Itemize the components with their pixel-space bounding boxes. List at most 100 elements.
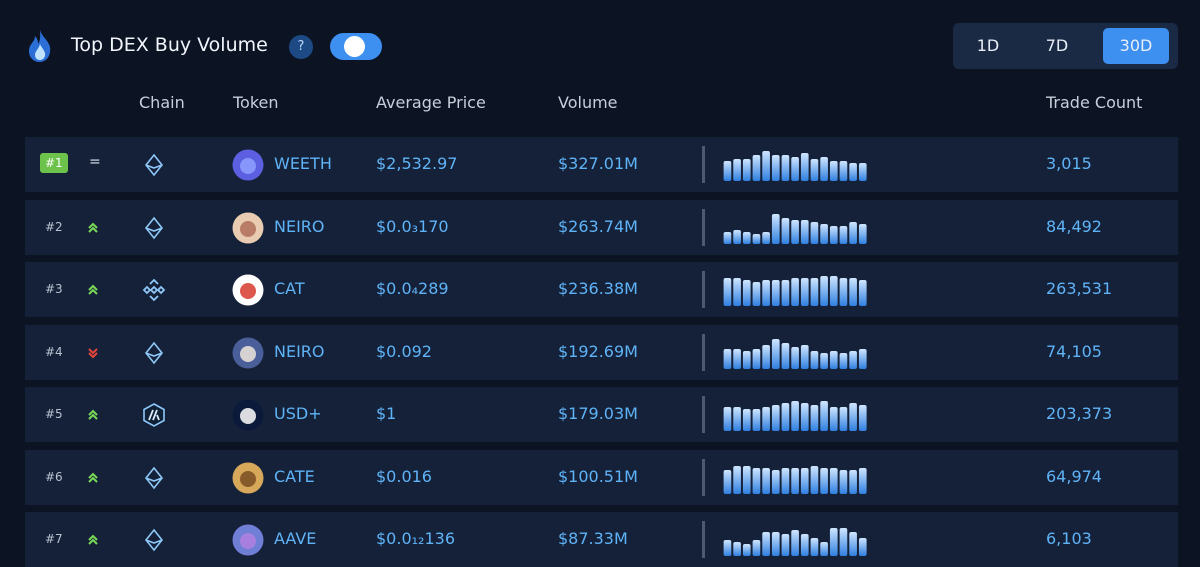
spark-bar <box>771 213 780 244</box>
volume: $179.03M <box>558 404 638 423</box>
average-price: $0.0₃170 <box>376 216 449 236</box>
spark-bar <box>733 229 741 244</box>
spark-bar <box>810 221 819 244</box>
spark-bar <box>858 405 867 431</box>
spark-bar <box>733 407 741 431</box>
volume: $87.33M <box>558 529 628 548</box>
spark-bar <box>839 407 848 431</box>
column-header: Token <box>233 93 279 112</box>
spark-bar <box>829 161 838 181</box>
spark-bar <box>839 225 848 244</box>
sparkline <box>723 151 867 181</box>
spark-bar <box>723 161 732 181</box>
title: Top DEX Buy Volume <box>71 34 268 56</box>
spark-bar <box>781 155 790 181</box>
spark-bar <box>800 278 809 306</box>
token-fg <box>240 533 256 549</box>
spark-bar <box>820 352 828 369</box>
spark-bar <box>810 350 819 369</box>
chain-icon <box>145 216 163 239</box>
spark-bar <box>858 280 867 306</box>
token-fg <box>240 345 256 362</box>
spark-bar <box>771 280 780 306</box>
token-name: NEIRO <box>274 216 325 236</box>
token-icon <box>232 399 264 431</box>
spark-bar <box>849 403 857 431</box>
token-fg <box>240 408 256 424</box>
average-price: $0.092 <box>376 341 432 361</box>
trend-glyph <box>89 411 97 419</box>
spark-bar <box>742 159 751 181</box>
period-button[interactable]: 1D <box>976 36 1000 55</box>
token-name: WEETH <box>274 154 332 173</box>
period-button-active[interactable]: 30D <box>1103 28 1169 64</box>
sparkline <box>723 528 867 556</box>
token-name: AAVE <box>274 529 317 548</box>
spark-bar <box>752 467 761 494</box>
spark-bar <box>742 465 751 494</box>
spark-bar <box>800 344 809 369</box>
divider <box>702 333 705 371</box>
token-name: NEIRO <box>274 341 325 361</box>
average-price: $0.0₁₂136 <box>376 529 455 548</box>
spark-bar <box>781 280 790 306</box>
spark-bar <box>771 469 780 494</box>
table-row[interactable]: #6 CATE $0.016 $100.51M 64,974 <box>25 449 1178 505</box>
trade-count: 74,105 <box>1046 341 1102 361</box>
table-row[interactable]: #3 CAT $0.0₄289 $236.38M 263,531 <box>25 262 1178 317</box>
divider <box>702 146 705 183</box>
spark-bar <box>762 231 770 244</box>
table-row[interactable]: #4 NEIRO $0.092 $192.69M 74,105 <box>25 324 1178 380</box>
table-row[interactable]: #5 USD+ $1 $179.03M 203,373 <box>25 387 1178 442</box>
spark-bar <box>752 233 761 244</box>
spark-bar <box>752 409 761 431</box>
spark-bar <box>810 405 819 431</box>
spark-bar <box>771 532 780 556</box>
token-icon <box>232 524 264 556</box>
token-fg <box>240 220 256 237</box>
spark-bar <box>820 542 828 556</box>
trade-count: 64,974 <box>1046 466 1102 486</box>
spark-bar <box>762 344 770 369</box>
spark-bar <box>800 153 809 181</box>
volume: $327.01M <box>558 154 638 173</box>
spark-bar <box>849 221 857 244</box>
toggle[interactable] <box>330 33 382 60</box>
spark-bar <box>820 401 828 431</box>
table-row[interactable]: #7 AAVE $0.0₁₂136 $87.33M 6,103 <box>25 512 1178 567</box>
spark-bar <box>752 155 761 181</box>
spark-bar <box>781 534 790 556</box>
help-button[interactable]: ? <box>289 35 313 59</box>
spark-bar <box>733 159 741 181</box>
volume: $192.69M <box>558 341 638 361</box>
trend-glyph <box>89 474 97 482</box>
divider <box>702 396 705 433</box>
trade-count: 6,103 <box>1046 529 1092 548</box>
spark-bar <box>829 350 838 369</box>
table-row[interactable]: #2 NEIRO $0.0₃170 $263.74M 84,492 <box>25 199 1178 255</box>
spark-bar <box>849 278 857 306</box>
spark-bar <box>800 219 809 244</box>
spark-bar <box>733 278 741 306</box>
spark-bar <box>829 276 838 306</box>
spark-bar <box>810 159 819 181</box>
period-button[interactable]: 7D <box>1045 36 1069 55</box>
token-icon <box>232 212 264 243</box>
token-name: USD+ <box>274 404 322 423</box>
spark-bar <box>791 346 799 369</box>
spark-bar <box>762 151 770 181</box>
spark-bar <box>781 217 790 244</box>
spark-bar <box>742 409 751 431</box>
average-price: $0.016 <box>376 466 432 486</box>
trend-glyph <box>89 536 97 544</box>
spark-bar <box>839 528 848 556</box>
spark-bar <box>858 538 867 556</box>
table-row[interactable]: #1 = WEETH $2,532.97 $327.01M 3,015 <box>25 137 1178 192</box>
spark-bar <box>723 278 732 306</box>
spark-bar <box>752 540 761 556</box>
divider <box>702 521 705 558</box>
trend-glyph <box>89 286 97 294</box>
chain-icon <box>145 154 163 176</box>
spark-bar <box>849 532 857 556</box>
token-icon <box>232 149 264 181</box>
